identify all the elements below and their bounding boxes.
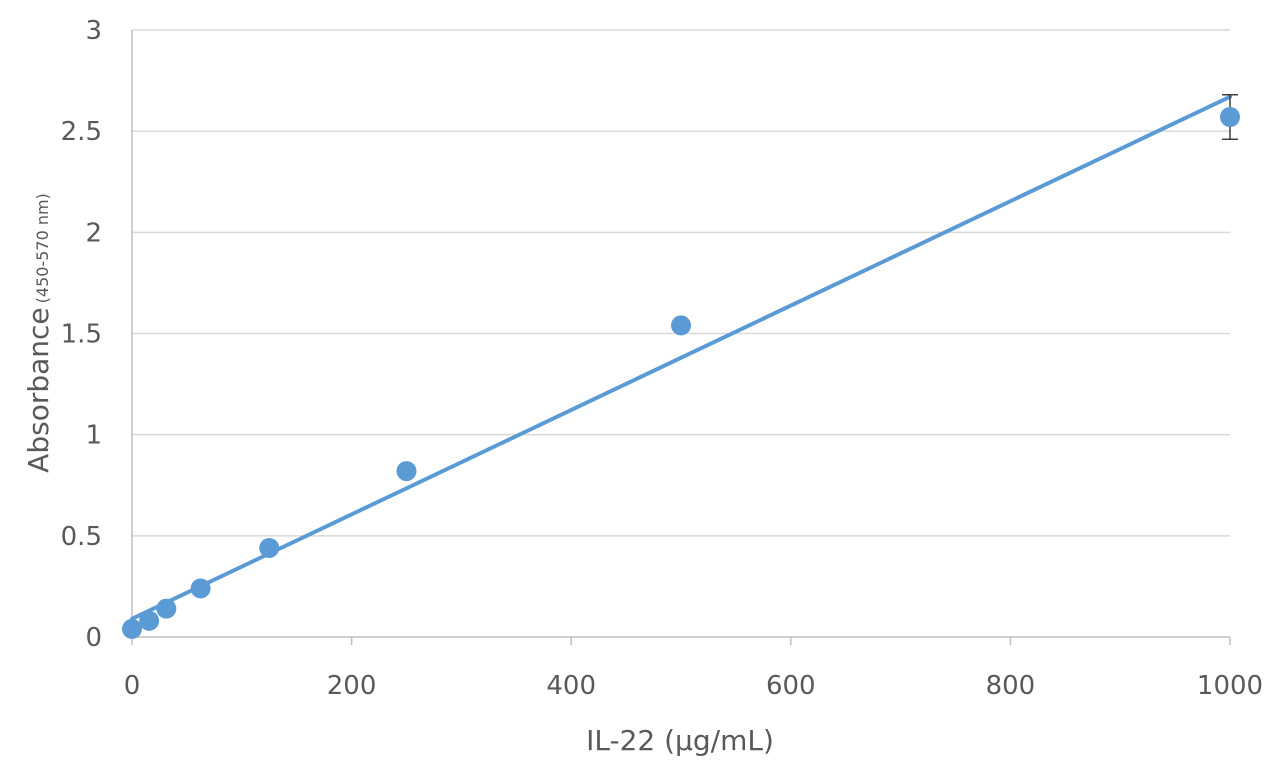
data-point-5: [396, 461, 417, 482]
data-point-0: [122, 618, 142, 639]
data-point-7: [1220, 107, 1240, 128]
tick-labels: 0 0.5 1 1.5 2 2.5 3 0 200 400 600 800 1000: [61, 16, 1263, 701]
trendline-layer: [130, 94, 1232, 621]
x-tick-label-0: 0: [124, 671, 141, 701]
x-tick-label-1: 200: [327, 671, 377, 701]
data-point-1: [139, 610, 160, 631]
data-point-2: [156, 598, 177, 619]
y-tick-label-1: 0.5: [61, 522, 102, 552]
linear-trendline: [130, 94, 1232, 621]
y-tick-label-4: 2: [85, 218, 102, 248]
x-tick-label-4: 800: [986, 671, 1036, 701]
x-tick-label-2: 400: [546, 671, 596, 701]
data-point-6: [671, 315, 691, 336]
y-axis-title: Absorbance (450-570 nm): [22, 193, 55, 473]
x-axis-title: IL-22 (µg/mL): [586, 724, 774, 757]
y-tick-label-5: 2.5: [61, 117, 102, 147]
y-axis-title-sub: (450-570 nm): [33, 193, 52, 303]
y-tick-label-6: 3: [85, 16, 102, 46]
y-tick-label-2: 1: [85, 421, 102, 451]
data-point-3: [190, 578, 211, 599]
x-tick-label-5: 1000: [1197, 671, 1263, 701]
axes: [131, 30, 1231, 645]
y-tick-label-0: 0: [85, 623, 102, 653]
gridlines: [132, 29, 1230, 537]
data-point-4: [259, 537, 280, 558]
x-tick-label-3: 600: [766, 671, 816, 701]
y-axis-title-main: Absorbance: [22, 307, 55, 472]
y-tick-label-3: 1.5: [61, 320, 102, 350]
data-points: [122, 107, 1240, 639]
